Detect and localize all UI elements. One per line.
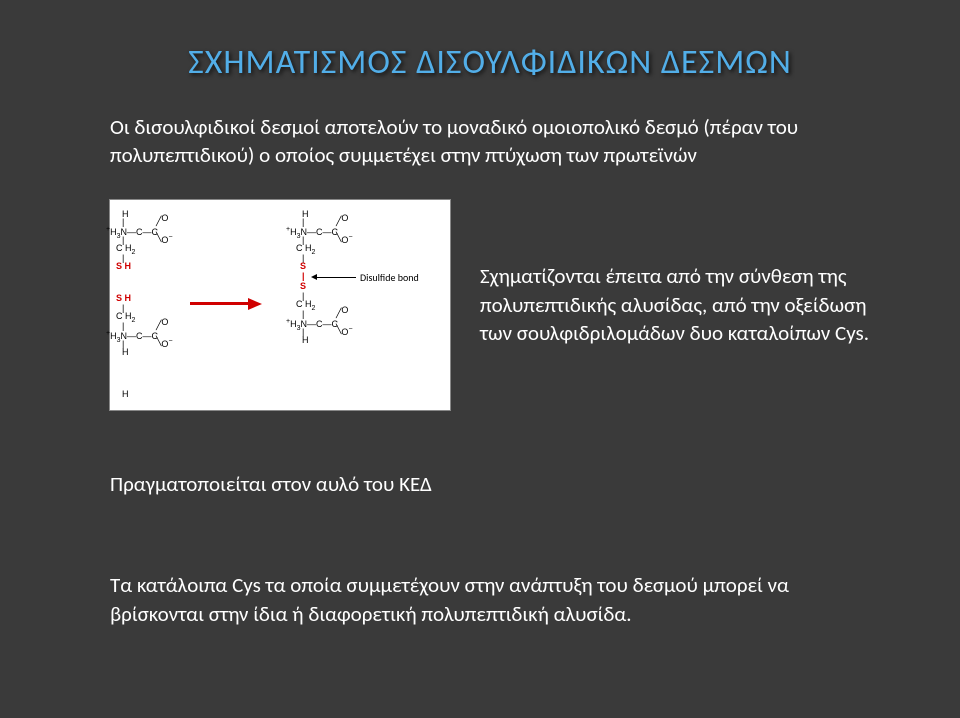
middle-row: H | +H3N—C—C ╱O ╲O− | C H2 | S H S H | C… <box>110 200 870 410</box>
disulfide-diagram: H | +H3N—C—C ╱O ╲O− | C H2 | S H S H | C… <box>110 200 450 410</box>
diag-left-bot-head: +H3N—C—C <box>106 330 158 344</box>
bottom-paragraph: Τα κατάλοιπα Cys τα οποία συμμετέχουν στ… <box>110 571 870 630</box>
diag-right-top-om: ╲O− <box>336 231 353 242</box>
mid-paragraph: Πραγματοποιείται στον αυλό του ΚΕΔ <box>110 470 870 499</box>
diag-left-top-ch2: C H2 <box>116 244 135 256</box>
diag-left-top-odo: ╱O <box>156 217 168 226</box>
reaction-arrow-shaft <box>190 302 250 305</box>
intro-paragraph: Οι δισουλφιδικοί δεσμοί αποτελούν το μον… <box>110 113 870 170</box>
diag-right-top-ch2: C H2 <box>296 244 315 256</box>
diag-right-top-odo: ╱O <box>336 217 348 226</box>
diag-right-bot-ch2: C H2 <box>296 300 315 312</box>
reaction-arrow-head <box>248 298 262 310</box>
diag-left-bot-h: H <box>122 348 129 357</box>
diag-left-bh: H <box>122 390 129 399</box>
diag-right-top-s: S <box>300 262 306 271</box>
diag-left-bot-ch2: C H2 <box>116 312 135 324</box>
diag-right-top-head: +H3N—C—C <box>286 226 338 240</box>
slide-title: ΣΧΗΜΑΤΙΣΜΟΣ ΔΙΣΟΥΛΦΙΔΙΚΩΝ ΔΕΣΜΩΝ <box>110 42 870 83</box>
diag-right-bot-s: S <box>300 282 306 291</box>
slide-root: ΣΧΗΜΑΤΙΣΜΟΣ ΔΙΣΟΥΛΦΙΔΙΚΩΝ ΔΕΣΜΩΝ Οι δισο… <box>0 0 960 718</box>
diag-right-bot-odo: ╱O <box>336 309 348 318</box>
diag-left-top-head: +H3N—C—C <box>106 226 158 240</box>
spacer <box>110 520 870 550</box>
diag-left-bot-sh: S H <box>116 294 131 303</box>
disulfide-label-arrow <box>316 277 356 278</box>
side-paragraph: Σχηματίζονται έπειτα από την σύνθεση της… <box>480 262 870 347</box>
disulfide-bond-label: Disulfide bond <box>360 271 419 284</box>
diag-left-top-sh: S H <box>116 262 131 271</box>
diag-right-bot-h: H <box>302 336 309 345</box>
diag-left-bot-om: ╲O− <box>156 335 173 346</box>
diag-right-bot-om: ╲O− <box>336 323 353 334</box>
diag-right-bot-head: +H3N—C—C <box>286 318 338 332</box>
diag-left-top-om: ╲O− <box>156 231 173 242</box>
diag-left-bot-odo: ╱O <box>156 321 168 330</box>
diag-ss-bond: | <box>302 272 305 281</box>
